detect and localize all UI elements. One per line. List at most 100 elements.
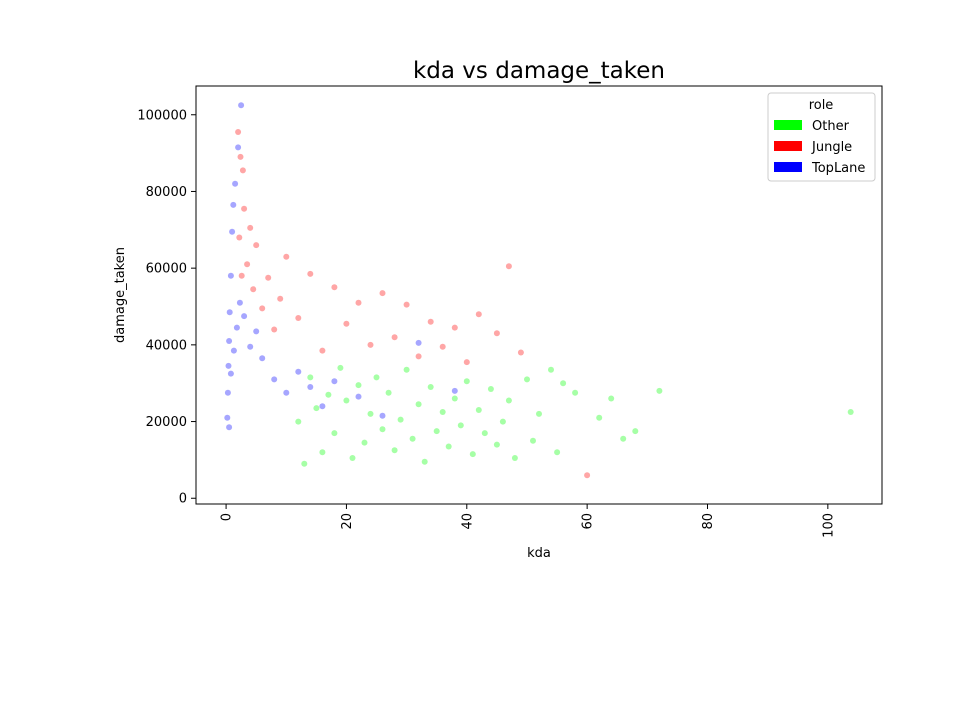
point-toplane-7 — [226, 338, 233, 344]
point-other-44 — [325, 391, 332, 398]
point-jungle-27 — [247, 224, 254, 231]
point-other-32 — [397, 416, 404, 423]
point-jungle-5 — [463, 359, 470, 366]
legend-swatch-jungle — [774, 141, 802, 151]
point-other-4 — [608, 395, 615, 402]
point-toplane-0 — [238, 102, 245, 109]
point-other-8 — [554, 449, 561, 456]
point-jungle-30 — [239, 167, 246, 174]
point-other-24 — [445, 443, 452, 450]
point-other-5 — [596, 414, 603, 421]
point-other-36 — [373, 374, 380, 381]
point-other-30 — [409, 435, 416, 442]
point-other-25 — [439, 409, 446, 415]
chart-title: kda vs damage_taken — [413, 58, 665, 84]
x-tick-label-20: 20 — [340, 513, 355, 530]
x-tick-label-0: 0 — [220, 513, 235, 521]
point-jungle-6 — [451, 324, 458, 331]
point-jungle-26 — [250, 286, 257, 293]
point-toplane-21 — [283, 389, 290, 396]
point-other-22 — [457, 422, 464, 429]
point-toplane-25 — [331, 378, 338, 385]
point-jungle-31 — [238, 272, 245, 279]
point-toplane-26 — [355, 393, 362, 400]
point-toplane-18 — [253, 328, 260, 335]
y-tick-label-0: 0 — [179, 492, 187, 507]
legend-box — [767, 92, 876, 182]
x-tick-label-40: 40 — [460, 513, 475, 530]
point-jungle-7 — [439, 343, 446, 350]
point-toplane-22 — [295, 368, 302, 375]
point-jungle-15 — [343, 320, 350, 327]
point-toplane-11 — [226, 424, 233, 431]
point-toplane-2 — [232, 180, 239, 187]
point-jungle-25 — [253, 242, 260, 249]
point-jungle-16 — [331, 284, 338, 291]
point-other-45 — [319, 449, 326, 456]
y-tick-label-20000: 20000 — [146, 415, 187, 430]
point-toplane-24 — [319, 403, 326, 410]
point-jungle-2 — [517, 349, 524, 356]
point-jungle-34 — [235, 129, 242, 135]
point-jungle-0 — [505, 263, 512, 270]
x-axis: 0 20 40 60 80 100 — [220, 504, 836, 538]
point-jungle-1 — [584, 472, 591, 479]
point-other-48 — [301, 460, 308, 467]
y-axis-label: damage_taken — [113, 247, 128, 343]
point-jungle-13 — [367, 341, 374, 348]
point-toplane-10 — [224, 414, 231, 421]
point-jungle-32 — [237, 153, 244, 160]
point-other-31 — [403, 366, 410, 373]
point-other-7 — [560, 380, 567, 387]
point-other-39 — [355, 382, 362, 389]
point-jungle-19 — [295, 315, 302, 321]
x-tick-label-100: 100 — [821, 513, 836, 538]
point-other-38 — [361, 439, 368, 446]
legend-label-other: Other — [812, 119, 850, 134]
point-other-19 — [475, 407, 482, 413]
point-jungle-22 — [271, 326, 278, 333]
point-toplane-3 — [230, 201, 237, 208]
point-toplane-17 — [247, 343, 254, 350]
point-jungle-11 — [391, 334, 398, 341]
series-other — [295, 364, 854, 467]
point-toplane-13 — [230, 347, 237, 354]
point-other-40 — [349, 455, 356, 461]
point-other-14 — [505, 397, 512, 404]
legend-title: role — [809, 98, 834, 113]
point-toplane-15 — [236, 299, 243, 306]
point-other-12 — [524, 376, 530, 383]
point-other-18 — [481, 430, 488, 437]
x-tick-label-80: 80 — [701, 513, 716, 530]
legend-label-toplane: TopLane — [811, 161, 865, 176]
legend-label-jungle: Jungle — [811, 140, 852, 155]
point-toplane-29 — [451, 387, 458, 394]
point-other-1 — [656, 387, 663, 394]
point-jungle-29 — [241, 205, 248, 212]
x-axis-label: kda — [527, 546, 551, 561]
point-other-47 — [307, 374, 314, 381]
legend: role Other Jungle TopLane — [767, 92, 876, 182]
y-tick-label-100000: 100000 — [137, 108, 187, 123]
point-other-34 — [385, 389, 392, 396]
point-other-26 — [433, 428, 440, 435]
point-toplane-14 — [233, 324, 240, 331]
point-other-42 — [337, 364, 344, 371]
point-other-3 — [620, 435, 627, 442]
point-other-2 — [632, 428, 639, 435]
point-other-23 — [451, 395, 458, 402]
y-tick-label-80000: 80000 — [146, 185, 187, 200]
point-other-0 — [847, 409, 854, 415]
point-other-33 — [391, 447, 398, 454]
point-jungle-24 — [259, 305, 266, 312]
point-toplane-6 — [226, 309, 233, 316]
point-jungle-8 — [427, 318, 434, 325]
point-jungle-28 — [244, 261, 251, 268]
y-tick-label-40000: 40000 — [146, 338, 187, 353]
point-jungle-12 — [379, 290, 386, 297]
point-other-20 — [469, 451, 476, 458]
point-jungle-18 — [307, 270, 314, 277]
point-other-13 — [511, 455, 518, 461]
point-other-10 — [536, 410, 542, 417]
